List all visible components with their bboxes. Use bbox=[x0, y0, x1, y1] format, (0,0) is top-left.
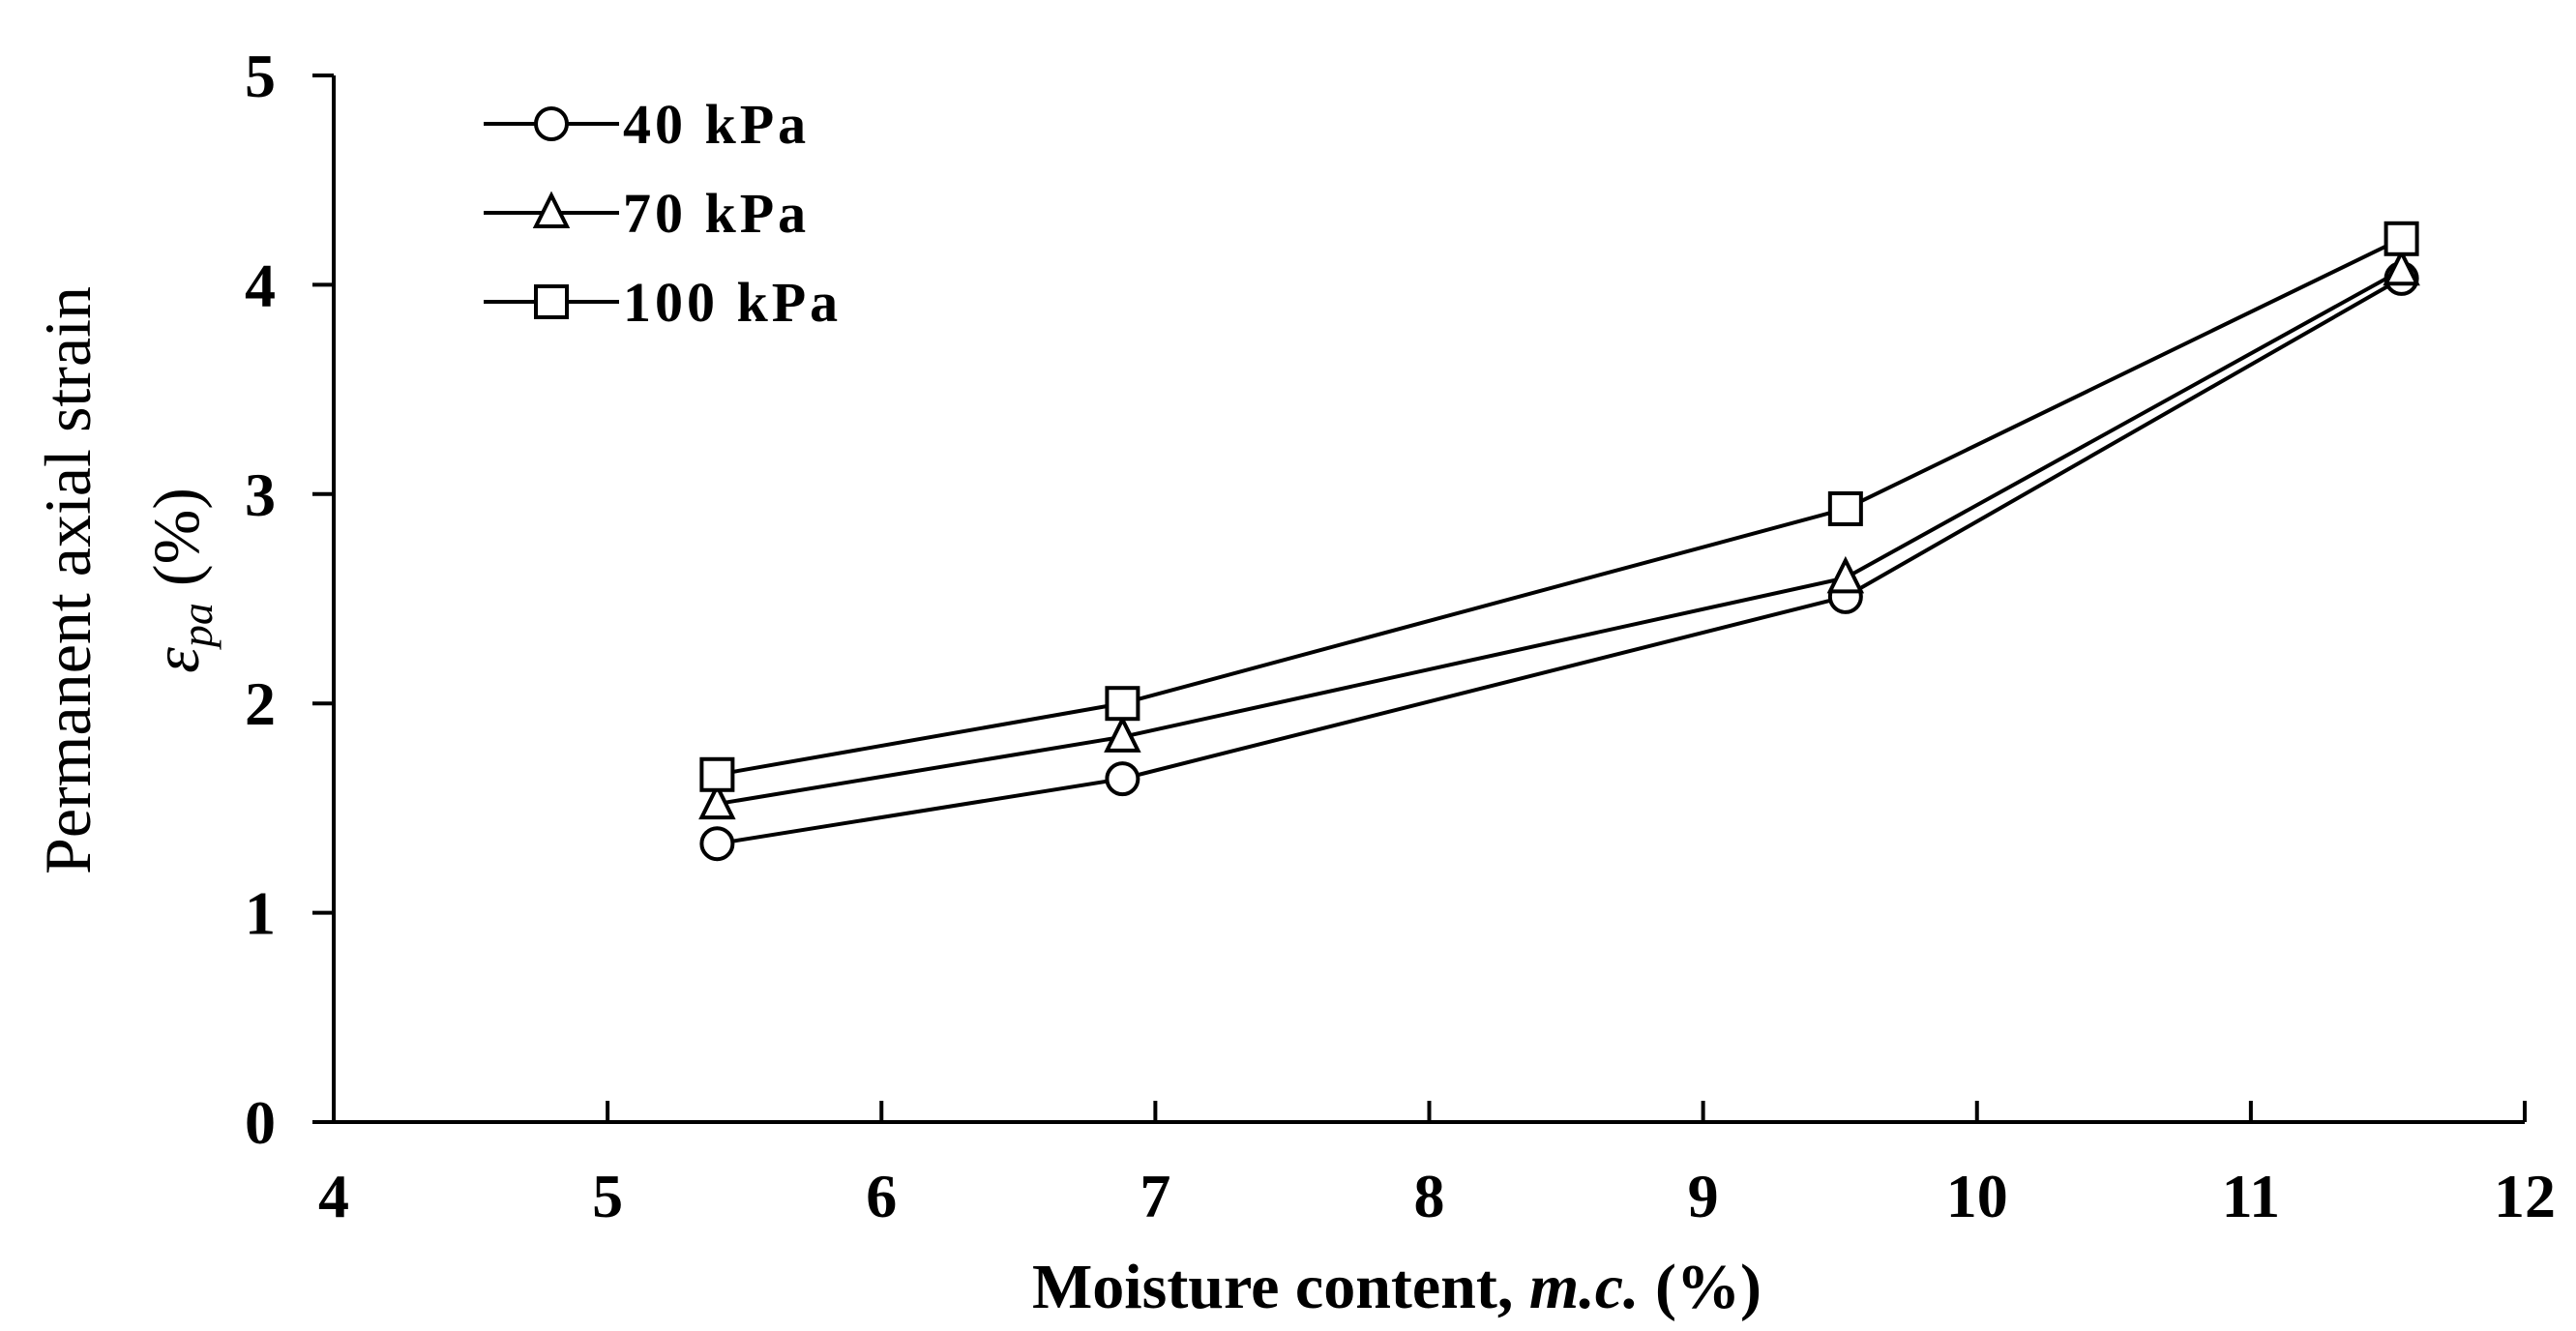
series-layer bbox=[698, 221, 2420, 862]
x-tick-label: 8 bbox=[1414, 1162, 1445, 1230]
data-point bbox=[2384, 221, 2419, 256]
y-axis-title-unit: (%) bbox=[139, 488, 213, 603]
x-tick-label: 11 bbox=[2222, 1162, 2280, 1230]
y-tick-label: 3 bbox=[245, 460, 276, 529]
y-tick-label: 2 bbox=[245, 669, 276, 738]
y-ticks: 0 1 2 3 4 5 bbox=[245, 42, 334, 1157]
data-point bbox=[2383, 248, 2420, 286]
series-100-kpa bbox=[699, 221, 2419, 792]
x-axis-title-text: Moisture content, bbox=[1032, 1252, 1529, 1322]
x-ticks: 4 5 6 7 8 9 10 11 12 bbox=[318, 1101, 2556, 1230]
legend-marker bbox=[534, 106, 569, 141]
y-axis-title: Permanent axial strain εpa (%) bbox=[31, 286, 222, 874]
data-point bbox=[699, 756, 735, 792]
x-tick-label: 9 bbox=[1688, 1162, 1719, 1230]
series-40-kpa bbox=[699, 260, 2419, 862]
data-point bbox=[698, 782, 736, 820]
y-axis-title-symbol: ε bbox=[139, 647, 213, 673]
y-axis-title-line1: Permanent axial strain bbox=[31, 286, 104, 874]
legend-marker bbox=[534, 284, 569, 319]
y-axis-title-subscript: pa bbox=[172, 603, 222, 650]
legend-marker bbox=[532, 191, 571, 228]
x-axis-title-italic: m.c. bbox=[1529, 1252, 1640, 1322]
y-axis-title-line2: εpa (%) bbox=[139, 488, 222, 673]
x-tick-label: 12 bbox=[2494, 1162, 2556, 1230]
x-tick-label: 6 bbox=[866, 1162, 897, 1230]
legend-label: 70 kPa bbox=[623, 182, 810, 245]
y-tick-label: 1 bbox=[245, 879, 276, 948]
series-line bbox=[717, 277, 2403, 846]
legend-item: 40 kPa bbox=[484, 93, 810, 156]
x-tick-label: 10 bbox=[1946, 1162, 2008, 1230]
data-point bbox=[1827, 490, 1863, 526]
legend: 40 kPa 70 kPa 100 kPa bbox=[484, 93, 842, 334]
legend-item: 100 kPa bbox=[484, 271, 842, 334]
x-tick-label: 7 bbox=[1140, 1162, 1170, 1230]
data-point bbox=[1826, 555, 1865, 594]
data-point bbox=[1105, 761, 1140, 797]
y-tick-label: 4 bbox=[245, 251, 276, 319]
y-tick-label: 0 bbox=[245, 1088, 276, 1157]
series-line bbox=[717, 268, 2403, 807]
legend-label: 100 kPa bbox=[623, 271, 842, 334]
data-point bbox=[1105, 686, 1140, 722]
legend-label: 40 kPa bbox=[623, 93, 810, 156]
data-point bbox=[699, 826, 735, 862]
series-line bbox=[717, 236, 2403, 777]
y-tick-label: 5 bbox=[245, 42, 276, 110]
x-axis-title-suffix: (%) bbox=[1640, 1252, 1762, 1322]
x-tick-label: 4 bbox=[318, 1162, 349, 1230]
legend-item: 70 kPa bbox=[484, 182, 810, 245]
x-axis-title: Moisture content, m.c. (%) bbox=[1032, 1252, 1762, 1322]
data-point bbox=[1104, 715, 1141, 753]
series-70-kpa bbox=[698, 248, 2420, 820]
x-tick-label: 5 bbox=[592, 1162, 623, 1230]
